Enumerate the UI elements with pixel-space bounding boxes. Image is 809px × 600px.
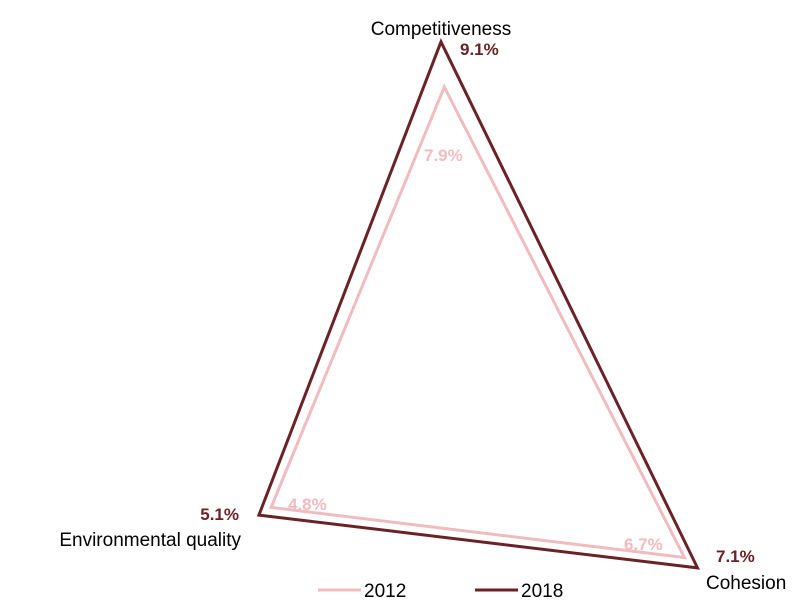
data-label-2018-competitiveness: 9.1% <box>460 40 499 59</box>
data-label-2012-competitiveness: 7.9% <box>424 146 463 165</box>
data-label-2012-cohesion: 6.7% <box>624 535 663 554</box>
series-2018-polygon <box>256 38 701 570</box>
legend: 2012 2018 <box>318 581 563 600</box>
data-label-2018-environmental-quality: 5.1% <box>200 505 239 524</box>
series-2012-polygon <box>268 83 688 560</box>
axis-label-competitiveness: Competitiveness <box>371 19 511 40</box>
axis-label-cohesion: Cohesion <box>706 573 786 594</box>
data-label-2018-cohesion: 7.1% <box>716 547 755 566</box>
legend-label-2018: 2018 <box>521 581 563 600</box>
legend-label-2012: 2012 <box>364 581 406 600</box>
data-label-2012-environmental-quality: 4.8% <box>288 495 327 514</box>
axis-label-environmental-quality: Environmental quality <box>59 530 241 551</box>
